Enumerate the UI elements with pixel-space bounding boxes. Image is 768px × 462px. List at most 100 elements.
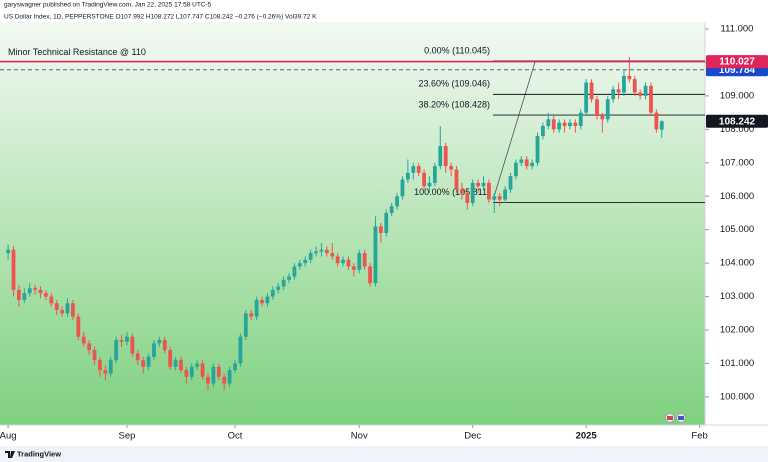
candle-body [368, 266, 372, 284]
candle-body [22, 293, 27, 300]
candle-body [108, 360, 113, 374]
candle-body [578, 112, 583, 127]
candle-body [200, 363, 205, 377]
candle [438, 126, 443, 170]
candle [357, 249, 362, 274]
y-tick-label: 100.000 [720, 391, 754, 402]
candle [368, 263, 372, 287]
candle-body [341, 259, 345, 264]
candle [22, 288, 27, 304]
candle [611, 85, 616, 103]
candle [162, 336, 167, 354]
candle [179, 356, 183, 374]
footer-bar [0, 446, 768, 462]
candle-body [443, 146, 448, 167]
y-tick-label: 105.000 [720, 224, 754, 235]
candle [503, 186, 508, 203]
candle [308, 249, 313, 264]
candle-body [638, 92, 643, 96]
candle-body [605, 99, 610, 120]
y-tick-label: 101.000 [720, 358, 754, 369]
candle [173, 356, 178, 371]
candle-body [17, 289, 21, 300]
candle-body [378, 226, 383, 234]
candle-body [281, 279, 286, 287]
candle-body [6, 249, 11, 254]
candle-body [535, 136, 540, 163]
candle-body [357, 253, 362, 270]
candle [508, 172, 513, 193]
candle [335, 253, 340, 267]
price-label: 110.027 [719, 57, 755, 68]
candle-body [519, 159, 524, 163]
candle-body [470, 182, 475, 203]
candle [476, 179, 481, 193]
candle [578, 109, 583, 130]
horizontal-line-label: Minor Technical Resistance @ 110 [8, 47, 146, 57]
candle [76, 313, 81, 341]
candle-body [649, 85, 653, 113]
price-label: 109.784 [719, 65, 756, 76]
footer-brand: TradingView [17, 449, 61, 458]
candle [319, 243, 324, 257]
candle [233, 360, 237, 374]
candle [524, 156, 529, 170]
candle-body [49, 296, 54, 304]
candle-body [497, 196, 502, 200]
candle-body [373, 226, 378, 284]
candle-body [643, 85, 648, 96]
candle [6, 244, 11, 260]
candle [654, 109, 659, 133]
candle-body [514, 162, 518, 177]
candle-body [233, 363, 237, 371]
y-tick-label: 106.000 [720, 191, 754, 202]
candle-body [324, 249, 329, 254]
candle-body [411, 166, 416, 173]
candle-body [146, 356, 151, 367]
candle-body [422, 172, 426, 187]
x-tick-label: Feb [691, 431, 707, 442]
candle-body [568, 122, 572, 127]
candle-body [189, 366, 194, 377]
candle-body [405, 172, 410, 180]
candle [605, 95, 610, 123]
candle [389, 202, 394, 217]
candle-body [627, 75, 632, 80]
candle [373, 216, 378, 287]
candle-body [616, 89, 621, 93]
candle-body [400, 179, 405, 197]
candle [632, 75, 637, 96]
candle [11, 246, 16, 297]
fib-level-label: 0.00% (110.045) [424, 45, 490, 55]
candle-body [44, 293, 48, 297]
candle-body [459, 189, 464, 193]
candle [535, 132, 540, 167]
candle [568, 119, 572, 130]
candle-body [654, 112, 659, 130]
y-tick-label: 103.000 [720, 291, 754, 302]
tradingview-logo [5, 451, 15, 458]
candle-body [573, 122, 578, 127]
candle [411, 162, 416, 180]
candle [54, 299, 59, 315]
candle-body [33, 288, 38, 290]
candle-body [249, 313, 254, 317]
candle [427, 176, 432, 193]
candle [81, 331, 86, 347]
candle-body [557, 122, 562, 130]
candle-body [314, 251, 318, 254]
candle [195, 360, 200, 371]
candle-body [595, 99, 599, 116]
candle-body [524, 159, 529, 167]
x-tick-label: Sep [119, 431, 136, 442]
candle-body [265, 296, 270, 304]
candle [184, 366, 189, 384]
y-tick-label: 111.000 [721, 24, 754, 35]
candle [38, 286, 43, 299]
candle-body [254, 299, 259, 317]
candle [362, 249, 367, 270]
candle-body [508, 176, 513, 190]
candle [346, 256, 351, 270]
candle-body [330, 253, 335, 257]
